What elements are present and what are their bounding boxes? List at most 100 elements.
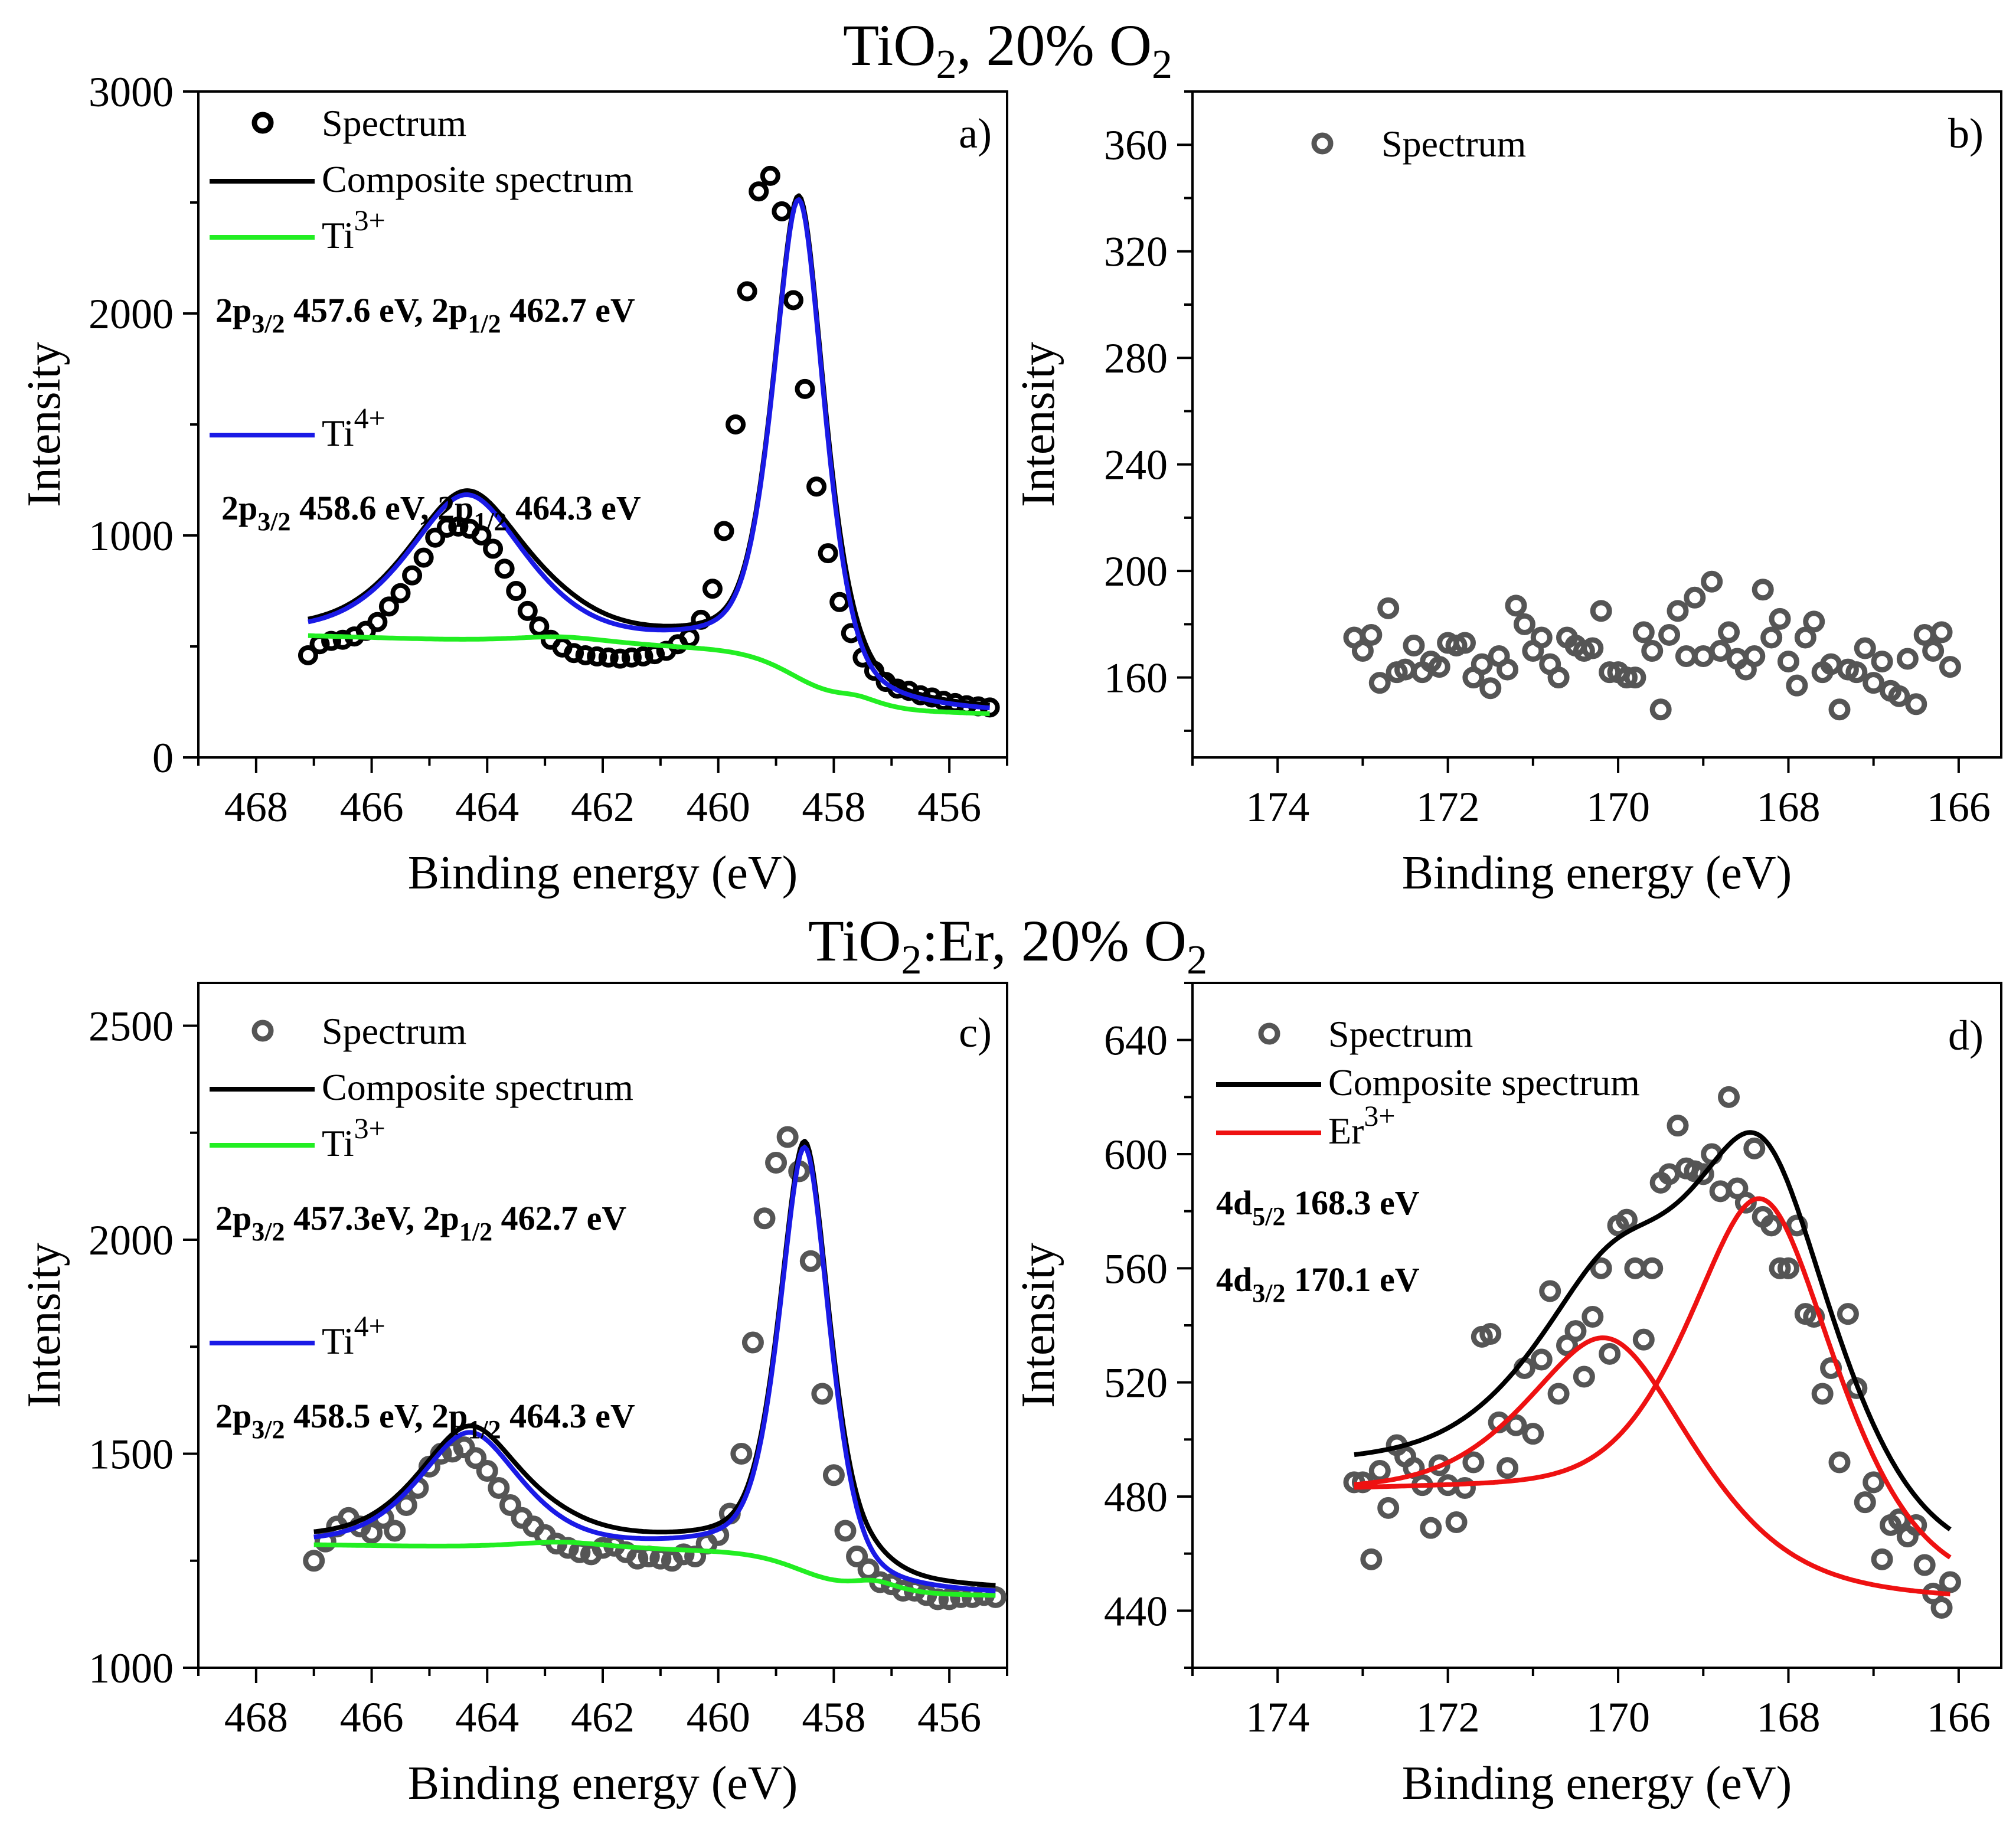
x-axis-label: Binding energy (eV) — [408, 847, 798, 899]
spectrum-point — [1896, 648, 1919, 670]
spectrum-point — [1497, 658, 1519, 681]
spectrum-point — [776, 1126, 799, 1148]
x-tick-label: 174 — [1246, 1694, 1309, 1741]
spectrum-point — [1854, 1491, 1876, 1514]
spectrum-point — [1871, 651, 1893, 673]
spectrum-point — [818, 543, 838, 564]
spectrum-point — [1828, 698, 1851, 721]
spectrum-point — [730, 1443, 753, 1465]
spectrum-point — [783, 290, 803, 311]
x-tick-label: 462 — [571, 1694, 635, 1741]
spectrum-point — [1360, 623, 1383, 646]
legend-label: Ti3+ — [322, 1112, 385, 1164]
spectrum-point — [1539, 1280, 1561, 1302]
spectrum-point — [1939, 1571, 1961, 1593]
spectrum-point — [1522, 1423, 1544, 1445]
spectrum-point — [1692, 645, 1714, 668]
spectrum-point — [1624, 667, 1646, 689]
legend-marker-spectrum — [251, 112, 274, 134]
spectrum-point — [1420, 1517, 1442, 1539]
spectrum-point — [834, 1520, 857, 1542]
spectrum-point — [465, 1447, 487, 1469]
x-tick-label: 166 — [1927, 783, 1991, 831]
ti4-component-line — [308, 197, 990, 711]
x-tick-label: 174 — [1246, 783, 1309, 831]
y-tick-label: 440 — [1104, 1587, 1168, 1635]
spectrum-point — [1658, 623, 1681, 646]
spectrum-point — [1547, 667, 1570, 689]
y-tick-label: 2500 — [89, 1003, 174, 1050]
spectrum-point — [1854, 637, 1876, 659]
x-tick-label: 464 — [455, 783, 519, 831]
peak-annotation: 2p3/2 457.3eV, 2p1/2 462.7 eV — [215, 1199, 626, 1246]
spectrum-point — [1777, 1257, 1799, 1279]
spectrum-point — [1811, 1383, 1834, 1405]
spectrum-point — [806, 476, 827, 497]
spectrum-point — [1692, 1163, 1714, 1185]
legend-label: Ti4+ — [322, 401, 385, 454]
spectrum-point — [1479, 677, 1502, 700]
spectrum-point — [1530, 1348, 1553, 1371]
chart-panel-b: 174 172 170 168 166 160 200 240 280 320 360 Binding… — [1012, 90, 2002, 899]
spectrum-point — [1368, 1460, 1391, 1482]
x-tick-label: 466 — [340, 1694, 404, 1741]
spectrum-point — [799, 1250, 822, 1272]
spectrum-point — [1505, 1414, 1527, 1436]
y-tick-label: 2000 — [89, 290, 174, 338]
spectrum-point — [1760, 1214, 1783, 1237]
spectrum-point — [1649, 698, 1672, 721]
x-tick-label: 456 — [917, 783, 981, 831]
figure-title-middle: TiO2:Er, 20% O2 — [808, 908, 1207, 983]
spectrum-point — [598, 647, 619, 668]
panel-label: a) — [959, 110, 992, 157]
spectrum-point — [795, 378, 815, 399]
y-tick-label: 480 — [1104, 1474, 1168, 1521]
x-tick-label: 462 — [571, 783, 635, 831]
spectrum-point — [488, 1477, 510, 1499]
y-axis-label: Intensity — [1012, 342, 1064, 507]
peak-annotation: 4d3/2 170.1 eV — [1216, 1260, 1420, 1308]
legend-label: Ti3+ — [322, 204, 385, 256]
spectrum-point — [1837, 1303, 1859, 1325]
spectrum-point — [1351, 640, 1374, 662]
legend-label: Composite spectrum — [322, 1066, 633, 1108]
y-tick-label: 280 — [1104, 335, 1168, 382]
x-tick-label: 458 — [802, 1694, 865, 1741]
chart-panels: 468 466 464 462 460 458 456 0 1000 2000 3000 Bindin… — [18, 68, 2002, 1809]
x-tick-label: 464 — [455, 1694, 519, 1741]
x-tick-label: 460 — [687, 783, 750, 831]
spectrum-point — [741, 1331, 764, 1354]
spectrum-point — [1734, 1191, 1757, 1214]
spectrum-point — [753, 1207, 776, 1230]
spectrum-point — [1845, 661, 1868, 684]
legend-label: Spectrum — [1381, 123, 1526, 165]
spectrum-point — [1377, 1497, 1400, 1519]
x-tick-label: 168 — [1756, 783, 1820, 831]
ti3-component-line — [308, 633, 990, 716]
spectrum-point — [1769, 1257, 1791, 1279]
spectrum-point — [1615, 667, 1638, 689]
spectrum-point — [1377, 597, 1400, 619]
ti4-component-line — [313, 1145, 996, 1593]
legend-label: Er3+ — [1328, 1099, 1396, 1152]
x-tick-label: 172 — [1416, 783, 1480, 831]
spectrum-point — [1863, 1471, 1885, 1494]
spectrum-point — [1564, 1320, 1587, 1342]
composite-spectrum-line — [313, 1139, 996, 1588]
spectrum-point — [1777, 651, 1799, 673]
x-tick-label: 166 — [1927, 1694, 1991, 1741]
y-tick-label: 240 — [1104, 442, 1168, 489]
ti3-component-line — [313, 1540, 996, 1598]
spectrum-point — [1428, 656, 1450, 678]
spectrum-point — [1453, 632, 1476, 654]
spectrum-point — [633, 646, 654, 667]
spectrum-point — [1599, 1342, 1621, 1365]
spectrum-point — [1582, 1306, 1604, 1328]
spectrum-point — [592, 1537, 614, 1559]
legend-label: Ti4+ — [322, 1309, 385, 1362]
spectrum-point — [1743, 645, 1766, 668]
legend-marker-spectrum — [1311, 132, 1334, 155]
x-tick-label: 172 — [1416, 1694, 1480, 1741]
y-tick-label: 200 — [1104, 548, 1168, 595]
spectrum-point — [1360, 1548, 1383, 1570]
